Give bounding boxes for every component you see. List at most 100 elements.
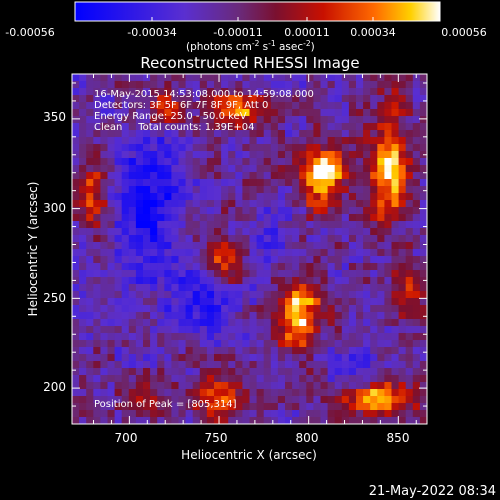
image-pixel <box>327 277 336 285</box>
image-pixel <box>185 137 194 145</box>
image-pixel <box>356 221 364 229</box>
image-pixel <box>348 305 357 313</box>
image-pixel <box>377 270 385 278</box>
image-pixel <box>107 298 115 306</box>
image-pixel <box>405 235 414 243</box>
image-pixel <box>270 144 279 152</box>
colorbar-gradient <box>74 1 441 22</box>
image-pixel <box>121 305 130 313</box>
image-pixel <box>128 305 137 313</box>
image-pixel <box>128 340 137 348</box>
image-pixel <box>178 172 186 180</box>
image-pixel <box>356 81 364 89</box>
image-pixel <box>356 277 364 285</box>
image-pixel <box>405 102 414 110</box>
image-pixel <box>341 193 350 201</box>
image-pixel <box>235 354 243 362</box>
image-pixel <box>419 207 428 215</box>
image-pixel <box>121 221 130 229</box>
image-pixel <box>185 158 194 166</box>
image-pixel <box>157 291 165 299</box>
image-pixel <box>157 193 165 201</box>
image-pixel <box>270 193 279 201</box>
image-pixel <box>93 326 101 334</box>
image-pixel <box>185 95 194 103</box>
image-pixel <box>185 221 194 229</box>
image-pixel <box>214 214 222 222</box>
image-pixel <box>107 102 115 110</box>
image-pixel <box>128 109 137 117</box>
image-pixel <box>192 88 201 96</box>
image-pixel <box>270 291 279 299</box>
image-pixel <box>377 354 385 362</box>
image-pixel <box>93 354 101 362</box>
image-pixel <box>419 270 428 278</box>
image-pixel <box>164 186 172 194</box>
image-pixel <box>292 88 300 96</box>
image-pixel <box>143 410 151 418</box>
image-pixel <box>72 249 80 257</box>
image-pixel <box>412 151 421 159</box>
image-pixel <box>412 270 421 278</box>
image-pixel <box>135 81 144 89</box>
image-pixel <box>178 116 186 124</box>
image-pixel <box>214 347 222 355</box>
image-pixel <box>100 284 108 292</box>
plot-title: Reconstructed RHESSI Image <box>140 54 359 72</box>
image-pixel <box>143 102 151 110</box>
image-pixel <box>135 137 144 145</box>
image-pixel <box>214 130 222 138</box>
image-pixel <box>341 263 350 271</box>
image-pixel <box>171 312 179 320</box>
x-tick-label: 700 <box>115 431 138 445</box>
image-pixel <box>114 158 123 166</box>
image-pixel <box>128 221 137 229</box>
image-pixel <box>363 270 371 278</box>
image-pixel <box>313 81 321 89</box>
image-pixel <box>150 354 158 362</box>
image-pixel <box>412 95 421 103</box>
image-pixel <box>348 389 357 397</box>
image-pixel <box>341 221 350 229</box>
image-pixel <box>334 249 343 257</box>
image-pixel <box>334 102 343 110</box>
image-pixel <box>114 410 123 418</box>
image-pixel <box>306 305 314 313</box>
image-pixel <box>363 368 371 376</box>
image-pixel <box>128 228 137 236</box>
image-pixel <box>249 116 257 124</box>
image-pixel <box>93 179 101 187</box>
image-pixel <box>235 270 243 278</box>
image-pixel <box>391 109 399 117</box>
image-pixel <box>107 172 115 180</box>
image-pixel <box>270 403 279 411</box>
image-pixel <box>242 333 250 341</box>
image-pixel <box>192 214 201 222</box>
image-pixel <box>341 333 350 341</box>
image-pixel <box>214 144 222 152</box>
image-pixel <box>235 375 243 383</box>
image-pixel <box>327 74 336 82</box>
annotation-line: Clean Total counts: 1.39E+04 <box>94 122 254 133</box>
image-pixel <box>199 151 208 159</box>
image-pixel <box>412 221 421 229</box>
image-pixel <box>299 333 307 341</box>
colorbar-ticks <box>151 17 374 21</box>
image-pixel <box>100 81 108 89</box>
image-pixel <box>143 389 151 397</box>
image-pixel <box>277 368 286 376</box>
image-pixel <box>121 382 130 390</box>
image-pixel <box>299 137 307 145</box>
image-pixel <box>79 382 87 390</box>
image-pixel <box>128 375 137 383</box>
image-pixel <box>164 298 172 306</box>
image-pixel <box>256 123 265 131</box>
image-pixel <box>199 354 208 362</box>
image-pixel <box>405 305 414 313</box>
image-pixel <box>86 298 94 306</box>
image-pixel <box>199 361 208 369</box>
image-pixel <box>370 298 378 306</box>
image-pixel <box>157 333 165 341</box>
image-pixel <box>157 172 165 180</box>
image-pixel <box>313 249 321 257</box>
